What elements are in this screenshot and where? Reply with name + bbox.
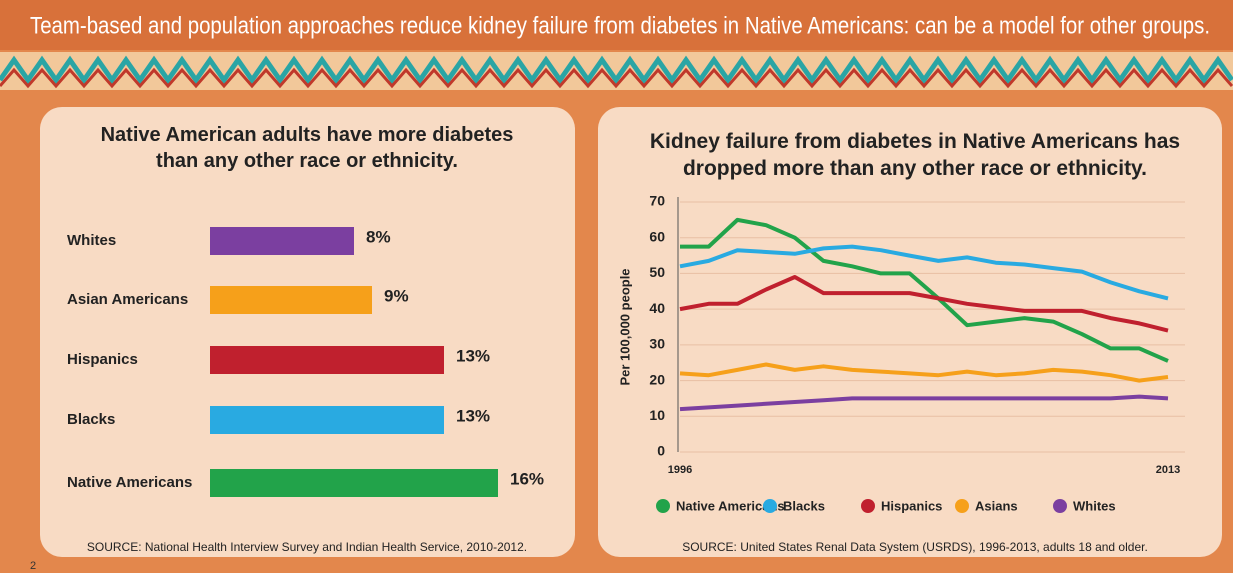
category-label: Whites <box>67 232 116 249</box>
legend-marker <box>656 499 670 513</box>
value-label: 8% <box>366 227 391 246</box>
series-line <box>679 275 1169 333</box>
legend-label: Whites <box>1073 498 1116 513</box>
y-tick-label: 0 <box>657 443 665 459</box>
legend-label: Native Americans <box>676 498 785 513</box>
zigzag <box>0 55 1233 85</box>
series-line <box>679 394 1169 412</box>
y-tick-label: 60 <box>649 228 665 244</box>
legend-marker <box>955 499 969 513</box>
series-line <box>679 244 1169 301</box>
value-label: 13% <box>456 406 490 425</box>
legend-label: Asians <box>975 498 1018 513</box>
series-line <box>680 217 1169 363</box>
left-panel <box>40 107 575 557</box>
legend-marker <box>861 499 875 513</box>
source: SOURCE: National Health Interview Survey… <box>87 540 527 554</box>
category-label: Blacks <box>67 411 115 428</box>
x-tick-label: 1996 <box>668 464 692 476</box>
bar <box>210 286 372 314</box>
bar <box>210 469 498 497</box>
bar <box>210 346 444 374</box>
y-tick-label: 30 <box>649 336 665 352</box>
right-panel <box>598 107 1222 557</box>
value-label: 13% <box>456 346 490 365</box>
y-tick-label: 70 <box>649 193 665 209</box>
y-tick-label: 50 <box>649 264 665 280</box>
category-label: Asian Americans <box>67 291 188 308</box>
y-tick-label: 10 <box>649 407 665 423</box>
legend-marker <box>763 499 777 513</box>
chart-title: Kidney failure from diabetes in Native A… <box>649 130 1181 181</box>
legend-marker <box>1053 499 1067 513</box>
source: SOURCE: United States Renal Data System … <box>682 540 1148 554</box>
zigzag <box>0 67 1233 89</box>
category-label: Hispanics <box>67 351 138 368</box>
chart-title: Native American adults have more diabete… <box>100 124 514 172</box>
legend-label: Hispanics <box>881 498 942 513</box>
bar <box>210 406 444 434</box>
series-line <box>679 362 1169 383</box>
x-tick-label: 2013 <box>1156 464 1180 476</box>
y-axis-label: Per 100,000 people <box>617 268 632 385</box>
legend-label: Blacks <box>783 498 825 513</box>
header-band <box>0 0 1233 50</box>
value-label: 16% <box>510 469 544 488</box>
value-label: 9% <box>384 286 409 305</box>
y-tick-label: 20 <box>649 371 665 387</box>
page-number: 2 <box>30 560 36 572</box>
header-title: Team-based and population approaches red… <box>30 12 1210 39</box>
bar <box>210 227 354 255</box>
category-label: Native Americans <box>67 474 192 491</box>
y-tick-label: 40 <box>649 300 665 316</box>
